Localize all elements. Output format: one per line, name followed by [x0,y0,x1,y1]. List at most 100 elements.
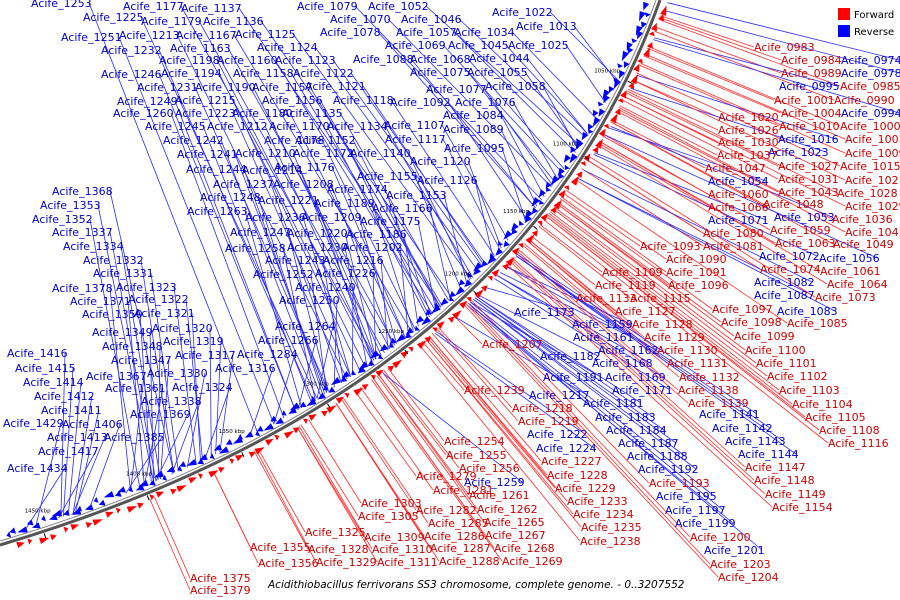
gene-label-acife_1207: Acife_1207 [482,338,543,351]
gene-label-acife_1175: Acife_1175 [360,215,421,228]
forward-gene-arrow [63,526,69,533]
connector-line-acife_1317 [219,354,234,453]
reverse-gene-arrow [103,491,115,498]
connector-line-acife_1220 [344,232,377,360]
tick-label: 1200 kbp [445,272,471,278]
reverse-gene-arrow [299,401,307,408]
gene-label-acife_1279: Acife_1279 [416,470,477,483]
forward-gene-arrow [505,256,515,267]
connector-line-acife_1353 [97,204,154,483]
connector-line-acife_1057 [453,31,576,153]
connector-line-acife_1154 [505,263,773,508]
connector-line-acife_1378 [109,287,131,492]
gene-label-acife_0978: Acife_0978 [841,67,900,80]
connector-line-acife_1020 [632,79,719,118]
reverse-gene-arrow [6,531,12,538]
gene-label-acife_1058: Acife_1058 [485,80,546,93]
reverse-gene-arrow [546,186,552,192]
connector-line-acife_1322 [185,298,203,461]
forward-gene-arrow [392,359,403,369]
gene-label-acife_1075: Acife_1075 [410,66,471,79]
gene-label-acife_1368: Acife_1368 [52,185,113,198]
gene-label-acife_1414: Acife_1414 [23,376,84,389]
forward-gene-arrow [603,123,610,129]
connector-line-acife_1071 [594,152,767,221]
gene-label-acife_1171: Acife_1171 [612,384,673,397]
reverse-gene-arrow [449,291,457,298]
forward-gene-arrow [646,42,653,49]
gene-label-acife_1136: Acife_1136 [203,15,264,28]
gene-label-acife_1070: Acife_1070 [330,13,391,26]
gene-label-acife_1180: Acife_1180 [232,107,293,120]
forward-gene-arrow [598,128,606,137]
forward-gene-arrow [459,300,468,309]
gene-label-acife_1237: Acife_1237 [213,178,274,191]
gene-label-acife_1023: Acife_1023 [768,146,829,159]
connector-line-acife_1330 [186,372,206,468]
connector-line-acife_1279 [354,390,417,477]
gene-label-acife_1324: Acife_1324 [172,381,233,394]
tick-label: 1450 kbp [25,509,51,515]
gene-label-acife_1265: Acife_1265 [484,516,545,529]
connector-line-acife_1047 [611,119,706,169]
forward-gene-arrow [525,234,535,244]
connector-line-acife_1153 [443,194,468,284]
gene-label-acife_1285: Acife_1285 [428,517,489,530]
gene-label-acife_1015: Acife_1015 [840,160,900,173]
gene-label-acife_1004: Acife_1004 [781,107,842,120]
connector-line-acife_1371 [127,300,145,486]
connector-line-acife_1091 [561,196,667,273]
connector-line-acife_1251 [118,36,275,425]
gene-label-acife_1212: Acife_1212 [207,120,268,133]
gene-label-acife_1243: Acife_1243 [265,254,326,267]
gene-label-acife_1053: Acife_1053 [774,211,835,224]
connector-line-acife_1281 [360,386,434,491]
connector-line-acife_1087 [577,177,813,296]
reverse-gene-arrow [114,490,122,497]
connector-line-acife_1215 [232,99,361,371]
gene-label-acife_1309: Acife_1309 [364,531,425,544]
connector-line-acife_1282 [341,399,417,511]
forward-gene-arrow [265,438,274,446]
legend-reverse-label: Reverse [854,27,894,38]
gene-label-acife_1143: Acife_1143 [725,435,786,448]
connector-line-acife_1320 [209,327,212,457]
connector-line-acife_1204 [463,304,719,578]
forward-gene-arrow [39,537,50,544]
legend-forward-swatch [838,8,850,20]
connector-line-acife_1181 [476,295,642,404]
connector-line-acife_1244 [243,168,326,394]
connector-line-acife_1269 [371,379,503,562]
connector-line-acife_1101 [552,208,757,364]
gene-label-acife_0984: Acife_0984 [781,54,842,67]
reverse-gene-arrow [473,267,481,276]
reverse-gene-arrow [519,220,525,226]
gene-label-acife_1092: Acife_1092 [390,96,451,109]
forward-gene-arrow [540,213,548,222]
reverse-gene-arrow [238,433,244,440]
gene-label-acife_1434: Acife_1434 [7,462,68,475]
gene-label-acife_1045: Acife_1045 [448,39,509,52]
reverse-gene-arrow [330,377,341,386]
connector-line-acife_1099 [556,203,735,337]
tick-mark [43,533,47,539]
gene-label-acife_1027: Acife_1027 [778,160,839,173]
forward-gene-arrow [326,405,337,414]
gene-label-acife_1378: Acife_1378 [52,282,113,295]
connector-line-acife_1285 [343,398,429,524]
connector-line-acife_1224 [434,332,595,449]
connector-line-acife_1068 [467,58,565,170]
forward-gene-arrow [502,263,509,271]
reverse-gene-arrow [627,47,634,54]
connector-line-acife_1023 [630,88,827,153]
reverse-gene-arrow [340,375,348,382]
reverse-gene-arrow [564,164,570,170]
reverse-gene-arrow [414,325,420,331]
gene-label-acife_1286: Acife_1286 [424,530,485,543]
gene-label-acife_1172: Acife_1172 [293,147,354,160]
connector-line-acife_1311 [296,426,378,563]
legend-forward-label: Forward [854,10,894,21]
forward-gene-arrow [416,340,427,349]
connector-line-acife_1104 [547,214,793,405]
forward-gene-arrow [481,285,488,292]
